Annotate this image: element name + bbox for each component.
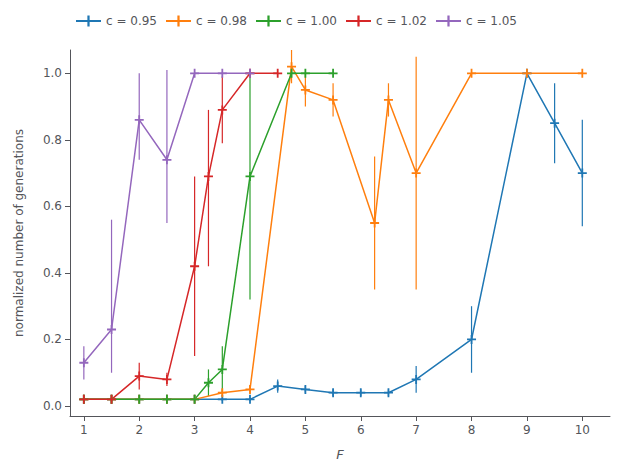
svg-text:5: 5 [302,423,310,437]
svg-text:c = 0.98: c = 0.98 [196,14,247,28]
svg-text:0.2: 0.2 [43,332,62,346]
svg-text:3: 3 [191,423,199,437]
svg-text:4: 4 [246,423,254,437]
svg-text:1: 1 [80,423,88,437]
svg-text:7: 7 [412,423,420,437]
svg-text:F: F [336,447,344,462]
svg-text:0.6: 0.6 [43,199,62,213]
svg-text:10: 10 [575,423,590,437]
svg-text:2: 2 [135,423,143,437]
svg-text:0.8: 0.8 [43,133,62,147]
svg-text:c = 1.05: c = 1.05 [466,14,517,28]
svg-text:c = 1.00: c = 1.00 [286,14,337,28]
svg-text:6: 6 [357,423,365,437]
svg-text:1.0: 1.0 [43,66,62,80]
svg-text:0.0: 0.0 [43,399,62,413]
svg-text:c = 1.02: c = 1.02 [376,14,427,28]
svg-text:normalized number of generatio: normalized number of generations [12,129,26,337]
svg-text:8: 8 [468,423,476,437]
svg-text:9: 9 [523,423,531,437]
svg-text:c = 0.95: c = 0.95 [106,14,157,28]
svg-text:0.4: 0.4 [43,266,62,280]
